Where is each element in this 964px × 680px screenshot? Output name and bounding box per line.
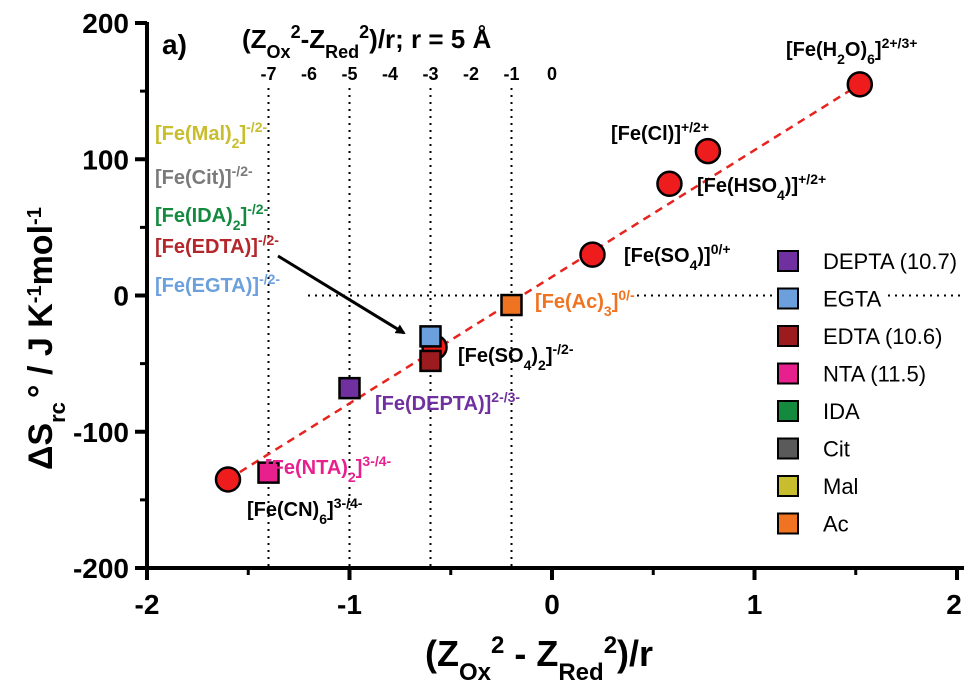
label-fe-nta2: [Fe(NTA)2]3-/4- (265, 453, 392, 485)
panel-label: a) (162, 29, 187, 60)
pointer-arrow (277, 254, 406, 335)
fit-line-layer (227, 83, 861, 481)
top-axis-tick-label: -2 (463, 64, 479, 84)
y-axis-ticks: -200 -100 0 100 200 (73, 8, 147, 584)
circle-point (214, 466, 242, 493)
legend-label: EDTA (10.6) (823, 324, 942, 349)
top-axis-ticks: -7 -6 -5 -4 -3 -2 -1 0 (260, 64, 557, 84)
label-fe-hso4: [Fe(HSO4)]+/2+ (697, 171, 826, 203)
label-fe-edta: [Fe(EDTA)]-/2- (155, 232, 279, 258)
y-tick-label: 200 (82, 8, 129, 39)
x-axis-title: (ZOx2 - ZRed2)/r (425, 632, 653, 680)
legend-swatch (777, 362, 799, 385)
y-tick-label: 100 (82, 144, 129, 175)
legend-label: Ac (823, 512, 849, 537)
label-fe-cn6: [Fe(CN)6]3-/4- (247, 495, 363, 527)
legend: DEPTA (10.7) EGTA EDTA (10.6) NTA (11.5) IDA… (777, 249, 957, 537)
label-fe-mal2: [Fe(Mal)2]-/2- (155, 119, 267, 151)
fit-line (227, 83, 861, 481)
top-axis-title: (ZOx2-ZRed2)/r; r = 5 Å (242, 22, 491, 62)
square-point (419, 349, 442, 373)
x-tick-label: 2 (946, 589, 962, 620)
square-point (500, 293, 523, 317)
label-fe-ida2: [Fe(IDA)2]-/2- (155, 201, 269, 233)
legend-swatch (777, 400, 799, 422)
y-axis-title: ΔSrc° / J K-1mol-1 (22, 207, 70, 470)
legend-swatch (777, 475, 799, 497)
circle-point (656, 170, 683, 198)
top-axis-tick-label: -6 (301, 64, 317, 84)
top-axis-tick-label: -3 (422, 64, 438, 84)
x-tick-label: 0 (544, 589, 560, 620)
data-points (214, 71, 874, 493)
x-tick-label: 1 (747, 589, 763, 620)
legend-label: IDA (823, 399, 860, 424)
label-fe-ac3: [Fe(Ac)3]0/- (535, 287, 635, 319)
legend-label: DEPTA (10.7) (823, 249, 957, 274)
legend-swatch (777, 437, 799, 460)
label-fe-h2o6: [Fe(H2O)6]2+/3+ (786, 35, 917, 67)
label-fe-cit: [Fe(Cit)]-/2- (155, 163, 253, 189)
circle-point (579, 241, 606, 268)
circle-point (846, 71, 874, 98)
label-fe-depta: [Fe(DEPTA)]2-/3- (375, 389, 520, 415)
x-tick-label: -2 (135, 589, 160, 620)
top-axis-tick-label: -1 (503, 64, 519, 84)
top-axis-tick-label: -5 (341, 64, 357, 84)
legend-swatch (777, 325, 799, 347)
legend-swatch (777, 512, 799, 535)
legend-label: Mal (823, 474, 858, 499)
square-point (419, 325, 442, 348)
legend-swatch (777, 287, 799, 310)
legend-label: NTA (11.5) (823, 362, 926, 387)
y-tick-label: -200 (73, 553, 129, 584)
circle-point (694, 137, 722, 165)
square-point (257, 461, 280, 484)
y-tick-label: 0 (113, 281, 129, 312)
top-axis-tick-label: -7 (260, 64, 276, 84)
x-tick-label: -1 (337, 589, 362, 620)
label-fe-egta: [Fe(EGTA)]-/2- (155, 271, 280, 297)
top-axis-tick-label: -4 (382, 64, 398, 84)
legend-label: EGTA (823, 287, 882, 312)
label-fe-cl: [Fe(Cl)]+/2+ (611, 119, 709, 145)
y-tick-label: -100 (73, 417, 129, 448)
top-axis-tick-label: 0 (547, 64, 557, 84)
x-axis-ticks: -2 -1 0 1 2 (135, 568, 962, 620)
legend-swatch (777, 250, 799, 272)
label-fe-so4-2: [Fe(SO4)2]-/2- (458, 341, 574, 373)
label-fe-so4: [Fe(SO4)]0/+ (624, 241, 731, 273)
legend-label: Cit (823, 437, 850, 462)
square-point (338, 376, 361, 400)
